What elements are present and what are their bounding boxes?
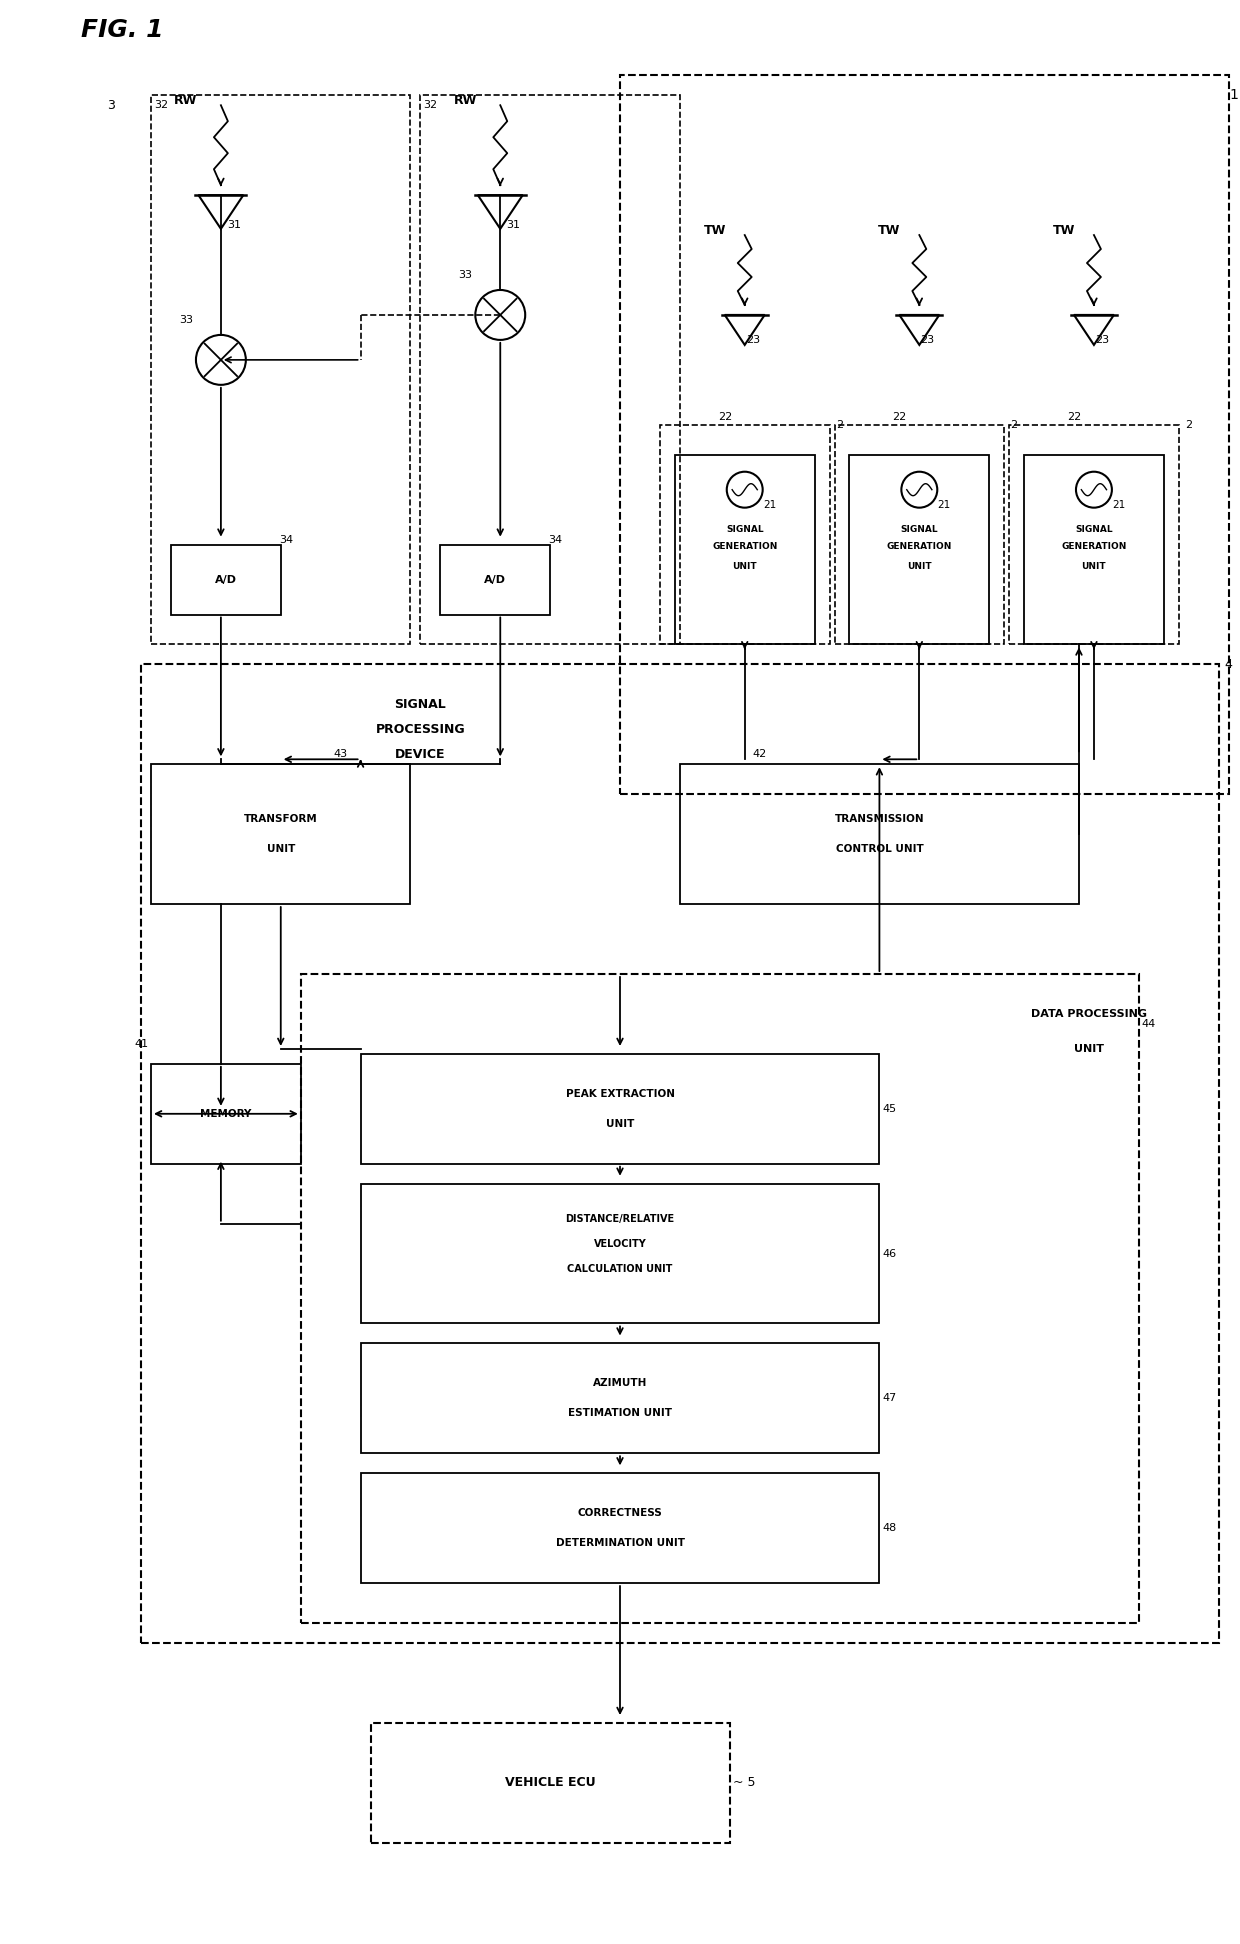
Bar (849, 455, 990, 645)
Text: SIGNAL: SIGNAL (394, 698, 446, 712)
Text: CALCULATION UNIT: CALCULATION UNIT (568, 1264, 672, 1273)
Text: RW: RW (454, 93, 477, 107)
Text: PEAK EXTRACTION: PEAK EXTRACTION (565, 1089, 675, 1098)
Text: A/D: A/D (485, 575, 506, 585)
Text: TRANSMISSION: TRANSMISSION (835, 815, 924, 824)
Text: GENERATION: GENERATION (712, 542, 777, 550)
Text: 23: 23 (1095, 334, 1109, 344)
Text: DISTANCE/RELATIVE: DISTANCE/RELATIVE (565, 1213, 675, 1223)
Text: UNIT: UNIT (1074, 1044, 1104, 1054)
Text: 23: 23 (745, 334, 760, 344)
Text: TW: TW (703, 224, 725, 237)
Text: TRANSFORM: TRANSFORM (244, 815, 317, 824)
Text: 34: 34 (548, 535, 562, 544)
Text: GENERATION: GENERATION (1061, 542, 1127, 550)
Text: 46: 46 (883, 1248, 897, 1258)
Text: 2: 2 (836, 420, 843, 430)
Text: RW: RW (175, 93, 197, 107)
Text: 4: 4 (1225, 657, 1233, 671)
Text: FIG. 1: FIG. 1 (81, 17, 164, 43)
Text: ESTIMATION UNIT: ESTIMATION UNIT (568, 1407, 672, 1419)
Bar (1009, 426, 1179, 645)
Bar (151, 1063, 301, 1164)
Text: UNIT: UNIT (906, 562, 931, 572)
Text: 2: 2 (1185, 420, 1193, 430)
Text: 22: 22 (1066, 412, 1081, 422)
Bar (675, 455, 815, 645)
Text: PROCESSING: PROCESSING (376, 723, 465, 737)
Text: 44: 44 (1142, 1019, 1156, 1028)
Bar (660, 426, 830, 645)
Text: TW: TW (878, 224, 900, 237)
Text: 34: 34 (279, 535, 293, 544)
Text: VELOCITY: VELOCITY (594, 1238, 646, 1248)
Text: 2: 2 (1011, 420, 1018, 430)
Text: AZIMUTH: AZIMUTH (593, 1378, 647, 1388)
Bar (680, 764, 1079, 904)
Bar (151, 764, 410, 904)
Text: 21: 21 (937, 500, 951, 509)
Text: 45: 45 (883, 1104, 897, 1114)
Text: 3: 3 (107, 99, 115, 111)
Bar (1024, 455, 1164, 645)
Text: UNIT: UNIT (267, 844, 295, 853)
Bar (361, 1474, 879, 1582)
Bar (301, 974, 1138, 1623)
Bar (620, 76, 1229, 795)
Text: DATA PROCESSING: DATA PROCESSING (1030, 1009, 1147, 1019)
Text: UNIT: UNIT (606, 1120, 634, 1129)
Text: 22: 22 (718, 412, 732, 422)
Text: 1: 1 (1230, 87, 1239, 103)
Text: SIGNAL: SIGNAL (900, 525, 939, 535)
Bar (361, 1184, 879, 1324)
Text: SIGNAL: SIGNAL (1075, 525, 1112, 535)
Text: 33: 33 (179, 315, 193, 325)
Text: 22: 22 (893, 412, 906, 422)
Text: SIGNAL: SIGNAL (725, 525, 764, 535)
Text: GENERATION: GENERATION (887, 542, 952, 550)
Text: 32: 32 (423, 101, 438, 111)
Text: 47: 47 (883, 1394, 897, 1404)
Text: 33: 33 (459, 270, 472, 280)
Text: 32: 32 (154, 101, 169, 111)
Bar (371, 1722, 730, 1843)
Text: 48: 48 (883, 1524, 897, 1534)
Text: 31: 31 (227, 220, 241, 229)
Text: CONTROL UNIT: CONTROL UNIT (836, 844, 924, 853)
Bar (440, 544, 551, 614)
Text: A/D: A/D (215, 575, 237, 585)
Text: ~ 5: ~ 5 (734, 1777, 756, 1788)
Text: 41: 41 (134, 1038, 148, 1050)
Text: DEVICE: DEVICE (396, 748, 445, 760)
Bar (151, 95, 410, 645)
Text: DETERMINATION UNIT: DETERMINATION UNIT (556, 1538, 684, 1547)
Bar (171, 544, 280, 614)
Text: 21: 21 (763, 500, 776, 509)
Text: UNIT: UNIT (1081, 562, 1106, 572)
Text: 42: 42 (753, 748, 766, 760)
Text: 23: 23 (920, 334, 935, 344)
Bar (141, 665, 1219, 1643)
Bar (420, 95, 680, 645)
Text: TW: TW (1053, 224, 1075, 237)
Text: UNIT: UNIT (733, 562, 758, 572)
Bar (835, 426, 1004, 645)
Text: 21: 21 (1112, 500, 1126, 509)
Text: 31: 31 (506, 220, 521, 229)
Bar (361, 1343, 879, 1454)
Text: VEHICLE ECU: VEHICLE ECU (505, 1777, 595, 1788)
Text: CORRECTNESS: CORRECTNESS (578, 1509, 662, 1518)
Text: 43: 43 (334, 748, 347, 760)
Bar (361, 1054, 879, 1164)
Text: MEMORY: MEMORY (200, 1108, 252, 1120)
